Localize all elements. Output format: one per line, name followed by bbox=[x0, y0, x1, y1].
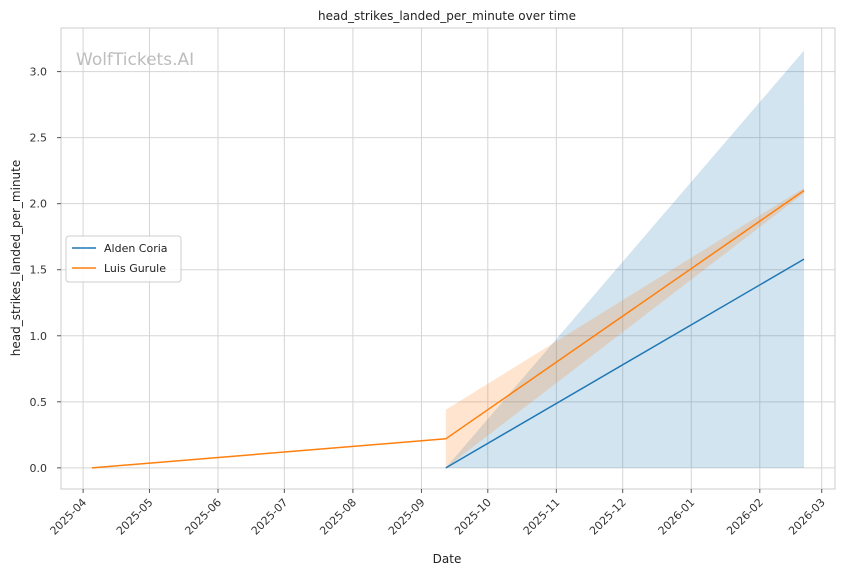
y-tick-label: 1.0 bbox=[30, 330, 48, 343]
y-tick-label: 1.5 bbox=[30, 264, 48, 277]
luis-gurule-confidence-band bbox=[445, 187, 805, 468]
x-tick-label: 2026-03 bbox=[786, 496, 828, 538]
x-tick-label: 2025-10 bbox=[452, 496, 494, 538]
y-tick-label: 0.5 bbox=[30, 396, 48, 409]
x-tick-label: 2025-12 bbox=[587, 496, 629, 538]
legend: Alden Coria Luis Gurule bbox=[65, 235, 182, 283]
x-tick-label: 2025-09 bbox=[386, 496, 428, 538]
x-tick-label: 2026-01 bbox=[656, 496, 698, 538]
x-tick-label: 2025-06 bbox=[182, 496, 224, 538]
y-tick-label: 0.0 bbox=[30, 462, 48, 475]
alden-coria-confidence-band bbox=[445, 50, 805, 468]
y-axis-ticks: 0.0 0.5 1.0 1.5 2.0 2.5 3.0 bbox=[30, 66, 61, 475]
x-tick-label: 2025-08 bbox=[317, 496, 359, 538]
x-axis-ticks: 2025-04 2025-05 2025-06 2025-07 2025-08 2025-… bbox=[48, 489, 828, 538]
confidence-bands bbox=[445, 50, 805, 468]
watermark-text: WolfTickets.AI bbox=[76, 50, 194, 70]
x-axis-title: Date bbox=[433, 552, 462, 566]
plot-frame bbox=[60, 27, 836, 490]
y-tick-label: 2.5 bbox=[30, 132, 48, 145]
luis-gurule-line bbox=[91, 189, 805, 469]
x-tick-label: 2026-02 bbox=[724, 496, 766, 538]
x-tick-label: 2025-11 bbox=[521, 496, 563, 538]
x-tick-label: 2025-05 bbox=[114, 496, 156, 538]
y-tick-label: 3.0 bbox=[30, 66, 48, 79]
y-axis-title: head_strikes_landed_per_minute bbox=[9, 160, 23, 357]
chart-title: head_strikes_landed_per_minute over time bbox=[318, 9, 576, 23]
legend-label-luis-gurule: Luis Gurule bbox=[104, 262, 166, 275]
gridlines bbox=[61, 28, 835, 489]
legend-label-alden-coria: Alden Coria bbox=[104, 242, 168, 255]
x-tick-label: 2025-04 bbox=[48, 496, 90, 538]
series-lines bbox=[91, 189, 805, 469]
alden-coria-line bbox=[445, 258, 805, 469]
y-tick-label: 2.0 bbox=[30, 198, 48, 211]
x-tick-label: 2025-07 bbox=[249, 496, 291, 538]
